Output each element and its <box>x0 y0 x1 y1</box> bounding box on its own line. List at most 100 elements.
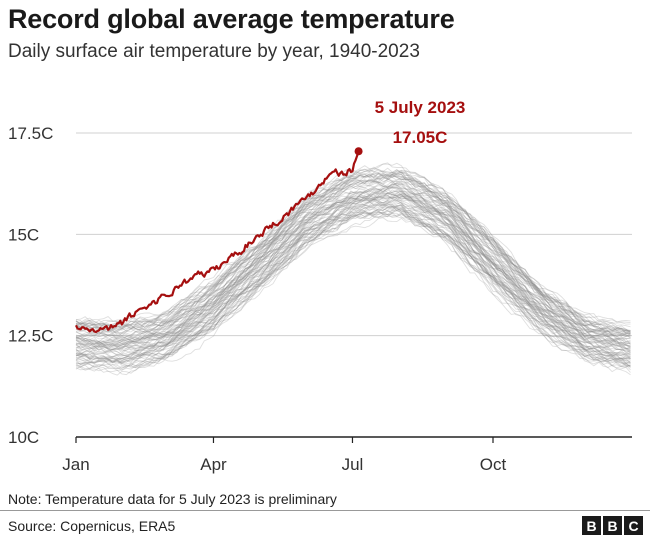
x-tick-label: Jan <box>62 455 89 474</box>
x-tick-label: Oct <box>480 455 507 474</box>
history-year-line <box>75 195 631 354</box>
history-year-line <box>75 200 631 360</box>
record-point <box>354 147 363 156</box>
x-tick-label: Jul <box>342 455 364 474</box>
history-lines <box>75 162 631 376</box>
history-year-line <box>75 185 631 347</box>
history-year-line <box>75 172 631 338</box>
y-tick-label: 12.5C <box>8 327 53 346</box>
history-year-line <box>75 192 631 345</box>
history-year-line <box>75 185 631 350</box>
history-year-line <box>75 203 631 364</box>
bbc-logo: B B C <box>582 516 643 535</box>
history-year-line <box>75 201 631 364</box>
history-year-line <box>75 196 631 356</box>
history-year-line <box>75 177 631 342</box>
history-year-line <box>75 209 631 363</box>
history-year-line <box>75 210 631 368</box>
source-credit: Source: Copernicus, ERA5 <box>8 518 176 534</box>
history-year-line <box>75 171 631 338</box>
history-year-line <box>75 186 631 348</box>
history-year-line <box>75 210 631 371</box>
history-year-line <box>75 207 631 367</box>
history-year-line <box>75 177 631 338</box>
series-2023-line <box>75 150 360 334</box>
history-year-line <box>75 173 631 338</box>
history-year-line <box>75 190 631 346</box>
history-year-line <box>75 211 631 370</box>
history-year-line <box>75 179 631 341</box>
annotation-value: 17.05C <box>393 128 448 147</box>
history-year-line <box>75 201 631 362</box>
history-year-line <box>75 170 631 336</box>
history-year-line <box>75 166 631 333</box>
y-tick-label: 10C <box>8 428 39 447</box>
history-year-line <box>75 186 631 350</box>
chart-title: Record global average temperature <box>8 4 455 34</box>
history-year-line <box>75 187 631 350</box>
history-year-line <box>75 172 631 339</box>
history-year-line <box>75 171 631 335</box>
history-year-line <box>75 201 631 369</box>
history-year-line <box>75 199 631 362</box>
history-year-line <box>75 178 631 341</box>
history-year-line <box>75 209 631 363</box>
line-chart: 10C 12.5C 15C 17.5C 5 July 2023 17.05C Jan Apr J… <box>8 98 632 474</box>
history-year-line <box>75 168 631 334</box>
preliminary-note: Note: Temperature data for 5 July 2023 i… <box>8 491 337 507</box>
y-tick-label: 15C <box>8 225 39 244</box>
history-year-line <box>75 162 631 326</box>
history-year-line <box>75 202 631 364</box>
history-year-line <box>75 187 631 349</box>
history-year-line <box>75 204 631 367</box>
history-year-line <box>75 172 631 336</box>
history-year-line <box>75 195 631 357</box>
history-year-line <box>75 190 631 351</box>
logo-letter: B <box>603 516 622 535</box>
history-year-line <box>75 183 631 352</box>
x-tick-label: Apr <box>200 455 227 474</box>
history-year-line <box>75 195 631 358</box>
history-year-line <box>75 182 631 343</box>
history-year-line <box>75 172 631 334</box>
logo-letter: B <box>582 516 601 535</box>
history-year-line <box>75 174 631 337</box>
history-year-line <box>75 190 631 352</box>
history-year-line <box>75 170 631 332</box>
logo-letter: C <box>624 516 643 535</box>
history-year-line <box>75 190 631 350</box>
history-year-line <box>75 169 631 333</box>
history-year-line <box>75 217 631 376</box>
history-year-line <box>75 206 631 368</box>
history-year-line <box>75 198 631 362</box>
history-year-line <box>75 171 631 335</box>
history-year-line <box>75 210 631 368</box>
history-year-line <box>75 195 631 358</box>
annotation-date: 5 July 2023 <box>375 98 466 117</box>
history-year-line <box>75 162 631 331</box>
history-year-line <box>75 203 631 369</box>
history-year-line <box>75 180 631 342</box>
history-year-line <box>75 173 631 336</box>
history-year-line <box>75 188 631 357</box>
history-year-line <box>75 176 631 338</box>
chart-subtitle: Daily surface air temperature by year, 1… <box>8 41 420 62</box>
history-year-line <box>75 182 631 348</box>
history-year-line <box>75 205 631 366</box>
y-tick-label: 17.5C <box>8 124 53 143</box>
history-year-line <box>75 173 631 337</box>
history-year-line <box>75 192 631 350</box>
history-year-line <box>75 170 631 327</box>
history-year-line <box>75 194 631 354</box>
footer-divider <box>0 510 650 511</box>
history-year-line <box>75 204 631 367</box>
history-year-line <box>75 201 631 361</box>
history-year-line <box>75 189 631 349</box>
history-year-line <box>75 194 631 359</box>
history-year-line <box>75 178 631 340</box>
history-year-line <box>75 185 631 348</box>
history-year-line <box>75 197 631 363</box>
history-year-line <box>75 193 631 353</box>
history-year-line <box>75 192 631 354</box>
history-year-line <box>75 204 631 371</box>
